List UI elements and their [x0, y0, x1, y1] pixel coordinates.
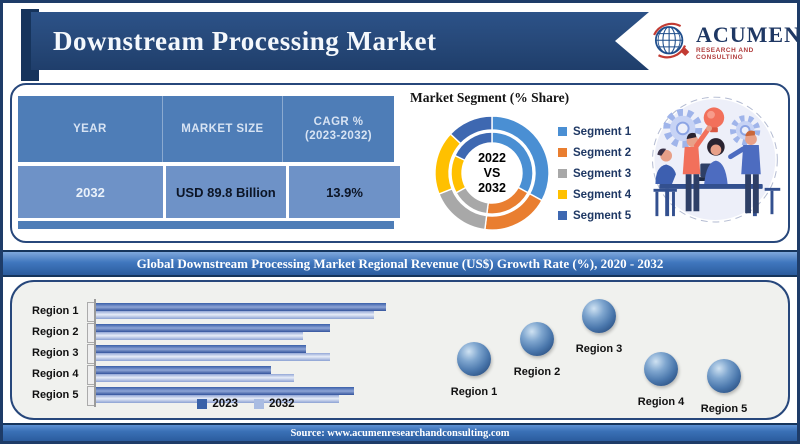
bubble-label: Region 4 — [637, 396, 685, 408]
donut-chart-title: Market Segment (% Share) — [410, 90, 570, 105]
region-bubble-chart: Region 1 Region 2 Region 3 Region 4 Region 5 — [12, 282, 788, 418]
page-title: Downstream Processing Market — [53, 25, 437, 56]
bubble-label: Region 3 — [575, 343, 623, 355]
region-bubble — [707, 359, 741, 393]
region-bubble — [644, 352, 678, 386]
donut-inner-segment-4 — [450, 154, 467, 194]
bar-2023 — [96, 324, 330, 332]
value-cagr: 13.9% — [289, 166, 400, 218]
segment-legend: Segment 1 Segment 2 Segment 3 Segment 4 Segm… — [558, 121, 631, 226]
legend-color-chip — [558, 211, 567, 220]
bar-2023 — [96, 345, 307, 353]
bar-category-label: Region 3 — [32, 347, 79, 359]
bar-2023 — [96, 366, 271, 374]
logo-text: ACUMEN RESEARCH AND CONSULTING — [696, 21, 800, 61]
legend-label: 2023 — [212, 398, 238, 410]
legend-label: Segment 3 — [573, 167, 632, 180]
regional-chart-panel: Region 1 Region 2 Region 3 Region 4 Region 5… — [10, 280, 790, 420]
bar-2032 — [96, 395, 339, 403]
bar-2032 — [96, 332, 304, 340]
region-bubble — [582, 299, 616, 333]
lightbulb-icon — [703, 107, 725, 133]
globe-icon — [653, 22, 690, 59]
bar-2023 — [96, 303, 387, 311]
legend-label: Segment 5 — [573, 209, 632, 222]
segment-legend-item: Segment 5 — [558, 205, 631, 226]
market-segment-donut-chart — [434, 115, 550, 231]
regional-chart-title: Global Downstream Processing Market Regi… — [136, 255, 664, 271]
table-data-row: 2032 USD 89.8 Billion 13.9% — [18, 166, 400, 218]
header-market-size-label: MARKET SIZE — [181, 123, 264, 135]
header-year-label: YEAR — [73, 123, 107, 135]
legend-color-chip — [558, 148, 567, 157]
donut-outer-segment-5 — [449, 115, 493, 145]
segment-legend-item: Segment 4 — [558, 184, 631, 205]
bar-category-label: Region 4 — [32, 368, 79, 380]
legend-color-chip — [197, 399, 208, 409]
legend-color-chip — [254, 399, 264, 409]
bar-category-label: Region 1 — [32, 305, 79, 317]
legend-label: 2032 — [269, 398, 295, 410]
regional-chart-banner: Global Downstream Processing Market Regi… — [3, 250, 797, 277]
value-market-size: USD 89.8 Billion — [165, 166, 287, 218]
bar-category-label: Region 5 — [32, 389, 79, 401]
logo-tagline: RESEARCH AND CONSULTING — [696, 46, 754, 61]
regional-bar-chart: Region 1 Region 2 Region 3 Region 4 Region 5 — [32, 299, 396, 408]
acumen-logo: ACUMEN RESEARCH AND CONSULTING — [647, 13, 797, 71]
segment-legend-item: Segment 2 — [558, 142, 631, 163]
bar-group: Region 5 — [32, 386, 396, 406]
table-footer-strip — [18, 221, 394, 229]
legend-color-chip — [558, 127, 567, 136]
donut-inner-segment-5 — [453, 131, 493, 162]
bar-category-label: Region 2 — [32, 326, 79, 338]
legend-label: Segment 1 — [573, 125, 632, 138]
source-bar: Source: www.acumenresearchandconsulting.… — [3, 423, 797, 441]
title-ribbon: Downstream Processing Market — [31, 12, 649, 70]
bar-2032 — [96, 353, 330, 361]
bar-group: Region 1 — [32, 302, 396, 322]
bar-legend-item: 2032 — [254, 398, 295, 410]
bar-legend-item: 2023 — [197, 398, 238, 410]
table-header-row: YEAR MARKET SIZE CAGR % (2023-2032) — [18, 96, 394, 162]
bubble-label: Region 1 — [450, 386, 498, 398]
summary-panel: YEAR MARKET SIZE CAGR % (2023-2032) 2032… — [10, 83, 790, 243]
bar-group: Region 4 — [32, 365, 396, 385]
bar-2023 — [96, 387, 354, 395]
bar-group: Region 2 — [32, 323, 396, 343]
bubble-label: Region 2 — [513, 366, 561, 378]
legend-color-chip — [558, 190, 567, 199]
region-bubble — [520, 322, 554, 356]
header-cagr-line1: CAGR % — [313, 116, 364, 128]
value-year: 2032 — [18, 166, 163, 218]
logo-name: ACUMEN — [696, 21, 800, 47]
region-bubble — [457, 342, 491, 376]
legend-label: Segment 2 — [573, 146, 632, 159]
header-market-size: MARKET SIZE — [163, 96, 284, 162]
market-summary-table: YEAR MARKET SIZE CAGR % (2023-2032) 2032… — [18, 96, 400, 229]
legend-color-chip — [558, 169, 567, 178]
source-text: Source: www.acumenresearchandconsulting.… — [290, 427, 510, 439]
bar-2032 — [96, 311, 375, 319]
bubble-label: Region 5 — [700, 403, 748, 415]
bar-group: Region 3 — [32, 344, 396, 364]
header-year: YEAR — [18, 96, 163, 162]
bar-2032 — [96, 374, 295, 382]
header-cagr: CAGR % (2023-2032) — [283, 96, 394, 162]
legend-label: Segment 4 — [573, 188, 632, 201]
segment-legend-item: Segment 1 — [558, 121, 631, 142]
segment-legend-item: Segment 3 — [558, 163, 631, 184]
team-illustration — [652, 96, 781, 223]
table-divider — [18, 162, 394, 166]
bar-chart-legend: 2023 2032 — [96, 398, 396, 410]
header-cagr-line2: (2023-2032) — [304, 130, 373, 142]
